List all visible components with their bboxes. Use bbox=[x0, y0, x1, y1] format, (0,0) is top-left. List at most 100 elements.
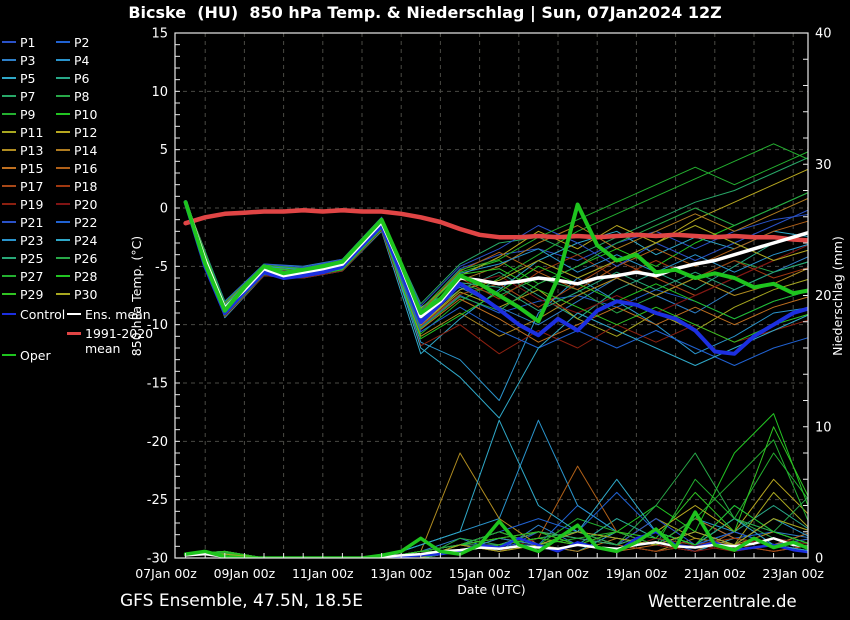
series-oper-precip bbox=[183, 510, 808, 558]
legend-label: P4 bbox=[74, 52, 90, 68]
legend-swatch-p19 bbox=[2, 202, 16, 206]
legend-item-p27: P27 bbox=[2, 268, 43, 284]
y-left-tick-label: -25 bbox=[147, 493, 168, 508]
legend-item-1991-2020-mean: 1991-2020 mean bbox=[67, 326, 159, 356]
legend-item-oper: Oper bbox=[2, 347, 51, 363]
legend-swatch-p25 bbox=[2, 256, 16, 260]
legend-label: Control bbox=[20, 306, 66, 322]
legend-swatch-p26 bbox=[56, 256, 70, 260]
legend-swatch-p11 bbox=[2, 130, 16, 134]
legend-swatch-p3 bbox=[2, 58, 16, 62]
legend-label: P1 bbox=[20, 34, 36, 50]
legend-swatch-p23 bbox=[2, 238, 16, 242]
x-tick-label: 11Jan 00z bbox=[292, 566, 354, 581]
legend-label: P30 bbox=[74, 286, 98, 302]
y-left-tick-label: -15 bbox=[147, 377, 168, 392]
x-tick-label: 07Jan 00z bbox=[135, 566, 197, 581]
legend-swatch-p8 bbox=[56, 94, 70, 98]
legend-swatch-p27 bbox=[2, 274, 16, 278]
chart-title: Bicske (HU) 850 hPa Temp. & Niederschlag… bbox=[128, 3, 722, 22]
legend-swatch-ens-mean bbox=[67, 312, 81, 316]
series-p21-temp bbox=[185, 202, 808, 307]
legend-swatch-p30 bbox=[56, 292, 70, 296]
legend-label: Ens. mean bbox=[85, 306, 151, 322]
legend-item-p21: P21 bbox=[2, 214, 43, 230]
series-p27-precip bbox=[185, 439, 808, 558]
legend-swatch-p29 bbox=[2, 292, 16, 296]
legend-swatch-p9 bbox=[2, 112, 16, 116]
legend-item-p9: P9 bbox=[2, 106, 36, 122]
y-left-tick-label: -5 bbox=[155, 260, 168, 275]
legend-swatch-p14 bbox=[56, 148, 70, 152]
series-p8-temp bbox=[185, 201, 808, 323]
y-right-tick-label: 20 bbox=[815, 289, 832, 304]
axes bbox=[174, 32, 809, 559]
legend-label: P20 bbox=[74, 196, 98, 212]
legend-label: P25 bbox=[20, 250, 44, 266]
legend-item-ens-mean: Ens. mean bbox=[67, 306, 151, 322]
legend-swatch-p5 bbox=[2, 76, 16, 80]
x-tick-label: 17Jan 00z bbox=[527, 566, 589, 581]
series-control-precip bbox=[184, 530, 808, 558]
legend-label: P23 bbox=[20, 232, 44, 248]
series-ens-mean-temp bbox=[183, 200, 808, 319]
site-credit: Wetterzentrale.de bbox=[648, 592, 797, 611]
legend-item-p11: P11 bbox=[2, 124, 43, 140]
series-control-temp bbox=[183, 200, 808, 356]
legend-item-p29: P29 bbox=[2, 286, 43, 302]
series-p29-precip bbox=[185, 426, 808, 558]
legend-item-p20: P20 bbox=[56, 196, 97, 212]
y-right-tick-label: 10 bbox=[815, 420, 832, 435]
x-tick-label: 19Jan 00z bbox=[606, 566, 668, 581]
legend-swatch-p1 bbox=[2, 40, 16, 44]
legend-label: P14 bbox=[74, 142, 98, 158]
legend-swatch-p15 bbox=[2, 166, 16, 170]
series-group bbox=[183, 143, 808, 558]
legend-item-p4: P4 bbox=[56, 52, 90, 68]
series-clim-mean-temp bbox=[183, 208, 808, 243]
legend-swatch-p22 bbox=[56, 220, 70, 224]
series-p27-temp bbox=[185, 151, 808, 310]
legend-item-p6: P6 bbox=[56, 70, 90, 86]
legend-label: P2 bbox=[74, 34, 90, 50]
legend-item-p10: P10 bbox=[56, 106, 97, 122]
legend-swatch-p20 bbox=[56, 202, 70, 206]
legend-swatch-p21 bbox=[2, 220, 16, 224]
x-tick-label: 15Jan 00z bbox=[449, 566, 511, 581]
y-left-tick-label: 0 bbox=[160, 202, 168, 217]
legend-item-p17: P17 bbox=[2, 178, 43, 194]
legend-item-p14: P14 bbox=[56, 142, 97, 158]
y-right-axis-title: Niederschlag (mm) bbox=[830, 236, 845, 356]
y-left-tick-label: 10 bbox=[151, 85, 168, 100]
legend-item-p8: P8 bbox=[56, 88, 90, 104]
legend-label: P27 bbox=[20, 268, 44, 284]
legend-label: P21 bbox=[20, 214, 44, 230]
x-tick-label: 09Jan 00z bbox=[214, 566, 276, 581]
legend-label: P6 bbox=[74, 70, 90, 86]
legend-label: P17 bbox=[20, 178, 44, 194]
legend-item-p28: P28 bbox=[56, 268, 97, 284]
legend-item-p2: P2 bbox=[56, 34, 90, 50]
series-p10-precip bbox=[185, 413, 808, 558]
legend-label: P3 bbox=[20, 52, 36, 68]
legend-swatch-p10 bbox=[56, 112, 70, 116]
legend-label: P11 bbox=[20, 124, 44, 140]
legend-label: 1991-2020 mean bbox=[85, 326, 154, 356]
legend-item-p19: P19 bbox=[2, 196, 43, 212]
legend-label: P24 bbox=[74, 232, 98, 248]
legend-label: P13 bbox=[20, 142, 44, 158]
y-left-tick-label: 15 bbox=[151, 27, 168, 42]
legend-label: P19 bbox=[20, 196, 44, 212]
legend-swatch-p13 bbox=[2, 148, 16, 152]
legend-item-p18: P18 bbox=[56, 178, 97, 194]
x-tick-label: 21Jan 00z bbox=[684, 566, 746, 581]
x-tick-label: 13Jan 00z bbox=[370, 566, 432, 581]
legend-item-p30: P30 bbox=[56, 286, 97, 302]
legend-item-p25: P25 bbox=[2, 250, 43, 266]
model-info: GFS Ensemble, 47.5N, 18.5E bbox=[120, 591, 363, 611]
legend-item-p13: P13 bbox=[2, 142, 43, 158]
y-right-tick-label: 30 bbox=[815, 158, 832, 173]
legend-swatch-p17 bbox=[2, 184, 16, 188]
legend-label: P15 bbox=[20, 160, 44, 176]
